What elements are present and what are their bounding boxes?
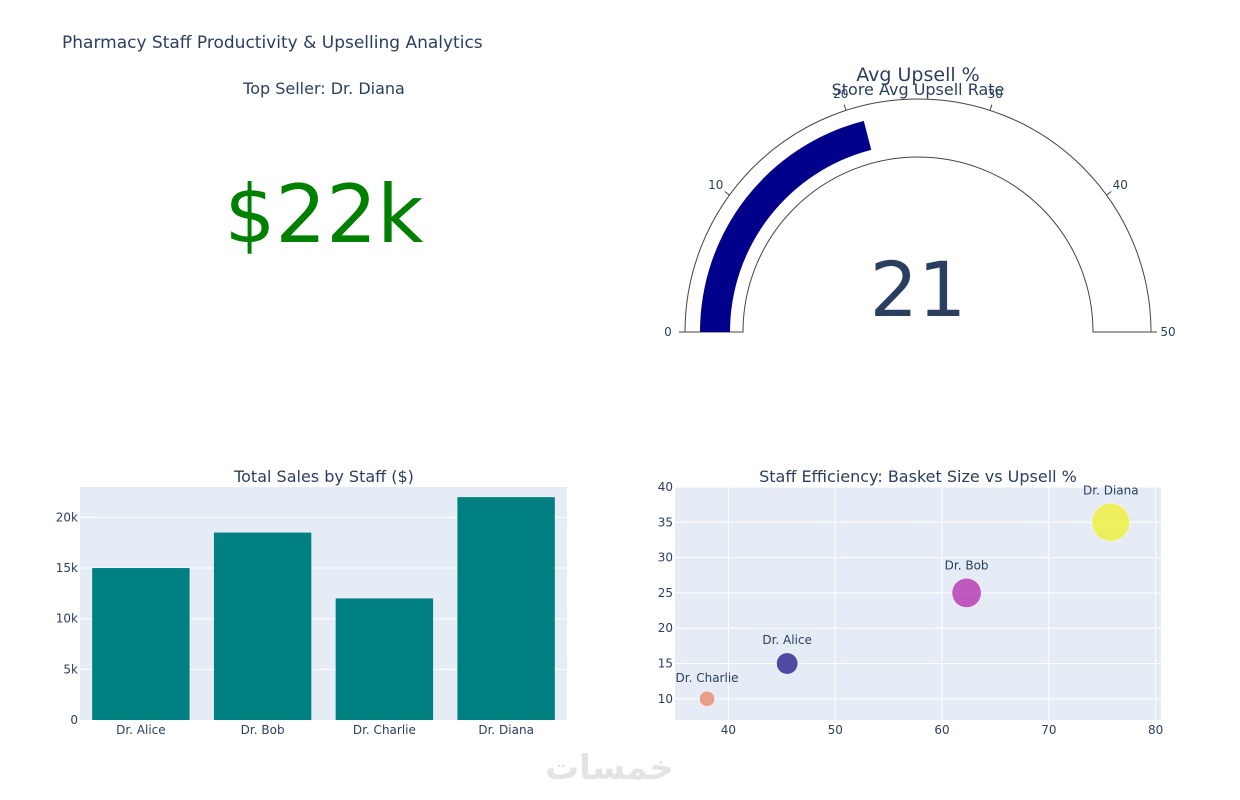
scatter-x-tick-label: 60 — [934, 723, 949, 737]
bar-dr-diana — [457, 497, 555, 720]
bar-x-tick-label: Dr. Bob — [241, 723, 285, 737]
scatter-y-tick-label: 10 — [658, 692, 673, 706]
scatter-point-label: Dr. Alice — [762, 633, 812, 647]
scatter-point-dr-diana — [1091, 503, 1131, 542]
gauge-tick — [843, 104, 847, 111]
bar-y-tick-label: 0 — [70, 713, 78, 727]
scatter-point-label: Dr. Charlie — [676, 671, 739, 685]
gauge-tick-label: 40 — [1113, 178, 1128, 192]
scatter-y-tick-label: 35 — [658, 515, 673, 529]
gauge-tick — [989, 104, 993, 111]
gauge-value: 21 — [870, 245, 967, 334]
scatter-point-dr-charlie — [699, 690, 715, 707]
bar-y-tick-label: 20k — [56, 510, 78, 524]
kpi-value: $22k — [224, 168, 424, 261]
bar-y-tick-label: 15k — [56, 561, 78, 575]
gauge-tick — [724, 191, 730, 196]
gauge-tick-label: 50 — [1160, 325, 1175, 339]
page-title: Pharmacy Staff Productivity & Upselling … — [62, 33, 483, 53]
scatter-x-tick-label: 80 — [1148, 723, 1163, 737]
bar-y-tick-label: 5k — [63, 662, 78, 676]
bar-chart-title: Total Sales by Staff ($) — [234, 467, 414, 486]
gauge-tick-label: 10 — [708, 178, 723, 192]
bar-dr-bob — [213, 532, 312, 720]
scatter-point-dr-alice — [776, 652, 799, 675]
scatter-point-label: Dr. Diana — [1083, 483, 1139, 497]
scatter-chart: 40 50 60 70 80 10 15 20 25 30 35 40 Dr. Charlie Dr. A… — [658, 480, 1164, 737]
scatter-point-label: Dr. Bob — [945, 558, 989, 572]
bar-y-tick-label: 10k — [56, 612, 78, 626]
gauge-value-bar — [700, 120, 872, 332]
gauge-chart: 0 10 20 30 40 50 21 — [664, 87, 1175, 339]
scatter-x-tick-label: 50 — [828, 723, 843, 737]
gauge-tick-label: 0 — [664, 325, 672, 339]
bar-x-tick-label: Dr. Charlie — [353, 723, 416, 737]
gauge-title: Store Avg Upsell Rate — [831, 80, 1005, 99]
scatter-y-tick-label: 20 — [658, 621, 673, 635]
bar-dr-alice — [92, 568, 190, 720]
bar-x-tick-label: Dr. Alice — [116, 723, 166, 737]
gauge-tick-label: 20 — [833, 87, 848, 101]
scatter-y-tick-label: 40 — [658, 480, 673, 494]
scatter-plot-area — [675, 487, 1161, 720]
scatter-x-tick-label: 40 — [721, 723, 736, 737]
bar-x-tick-label: Dr. Diana — [478, 723, 534, 737]
scatter-point-dr-bob — [951, 578, 982, 608]
scatter-y-tick-label: 30 — [658, 551, 673, 565]
watermark-logo: خمسات — [545, 748, 674, 788]
gauge-tick — [1106, 191, 1112, 196]
scatter-y-tick-label: 15 — [658, 657, 673, 671]
scatter-chart-title: Staff Efficiency: Basket Size vs Upsell … — [759, 467, 1077, 486]
bar-dr-charlie — [335, 598, 434, 720]
scatter-y-tick-label: 25 — [658, 586, 673, 600]
bar-chart: 0 5k 10k 15k 20k Dr. Alice Dr. Bob Dr. Charlie D… — [56, 487, 567, 737]
kpi-title: Top Seller: Dr. Diana — [243, 79, 405, 98]
gauge-header: Avg Upsell % — [856, 64, 980, 86]
scatter-x-tick-label: 70 — [1041, 723, 1056, 737]
gauge-tick-label: 30 — [988, 87, 1003, 101]
